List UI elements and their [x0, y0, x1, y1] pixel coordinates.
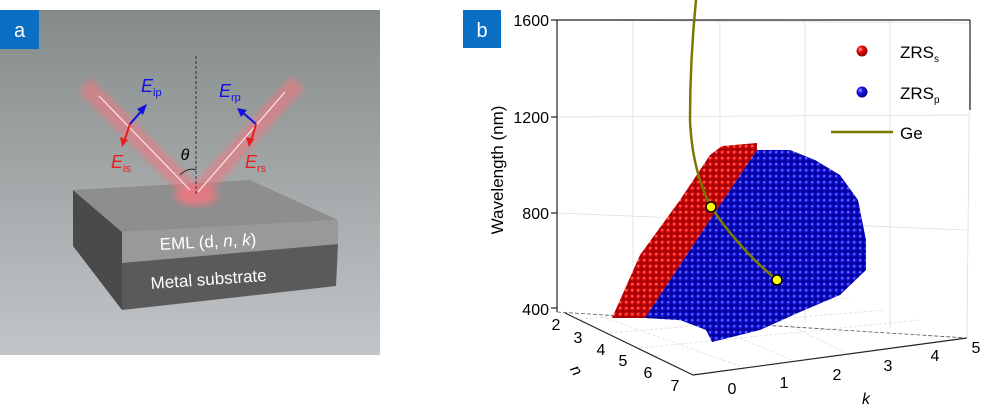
y-tick: 1200 — [513, 110, 549, 127]
legend-zrs-p-marker — [856, 86, 868, 98]
k-tick: 4 — [931, 348, 940, 365]
k-tick-labels: 0 1 2 3 4 5 — [728, 340, 981, 398]
n-tick: 7 — [671, 378, 680, 395]
panel-b-label-box — [463, 10, 501, 48]
e-rp-arrow — [241, 111, 257, 125]
panel-a: a θ Eip Eis Erp Ers EML (d, n, k) Metal … — [0, 10, 380, 355]
slab-side — [73, 190, 122, 310]
e-rp-arrowhead — [237, 108, 247, 117]
e-rp-label: Erp — [219, 81, 241, 104]
eml-top-face — [73, 180, 338, 232]
e-rs-arrowhead — [246, 137, 254, 147]
panel-a-label: a — [14, 20, 26, 42]
e-is-arrowhead — [120, 137, 128, 147]
eml-label: EML (d, n, k) — [159, 230, 257, 254]
n-axis — [564, 312, 694, 376]
n-tick: 2 — [552, 317, 561, 334]
n-axis-label: n — [566, 363, 585, 379]
k-axis — [692, 337, 968, 376]
zrs-p-points — [645, 150, 866, 342]
k-tick: 2 — [833, 367, 842, 384]
ge-intersection-marker — [771, 274, 783, 286]
reflected-ray — [197, 91, 286, 193]
y-tick-labels: 1600 1200 800 400 — [513, 13, 549, 319]
ge-curve — [688, 0, 778, 281]
k-tick: 0 — [728, 381, 737, 398]
panel-b: b 1600 1200 800 4 0 — [463, 0, 981, 408]
panel-a-label-box — [0, 10, 39, 49]
zrs-s-points — [612, 143, 757, 318]
n-tick: 4 — [597, 342, 606, 359]
theta-label: θ — [181, 147, 190, 164]
y-tick: 400 — [522, 302, 549, 319]
k-tick: 1 — [780, 375, 789, 392]
legend-ge-label: Ge — [900, 124, 923, 143]
panel-b-label: b — [476, 20, 487, 42]
e-ip-arrowhead — [137, 104, 147, 115]
e-ip-label: Eip — [141, 76, 162, 99]
legend-zrs-p-label: ZRSp — [900, 84, 940, 106]
k-tick: 5 — [972, 340, 981, 357]
y-tick: 1600 — [513, 13, 549, 30]
k-tick: 3 — [884, 358, 893, 375]
eml-front-face — [122, 220, 338, 263]
n-tick: 6 — [644, 365, 653, 382]
legend-zrs-s-label: ZRSs — [900, 43, 939, 65]
e-is-label: Eis — [111, 152, 131, 175]
incident-ray — [98, 95, 191, 191]
n-tick: 5 — [619, 353, 628, 370]
ge-intersection-marker — [705, 201, 717, 213]
n-tick: 3 — [574, 330, 583, 347]
legend: ZRSs ZRSp Ge — [831, 43, 940, 143]
n-tick-labels: 2 3 4 5 6 7 — [552, 317, 680, 395]
metal-substrate-face — [122, 244, 338, 310]
y-axis-label: Wavelength (nm) — [488, 106, 507, 235]
legend-zrs-s-marker — [856, 45, 868, 57]
e-rs-label: Ers — [245, 152, 267, 175]
k-axis-label: k — [862, 391, 871, 408]
angle-arc — [179, 168, 197, 176]
y-tick: 800 — [522, 206, 549, 223]
